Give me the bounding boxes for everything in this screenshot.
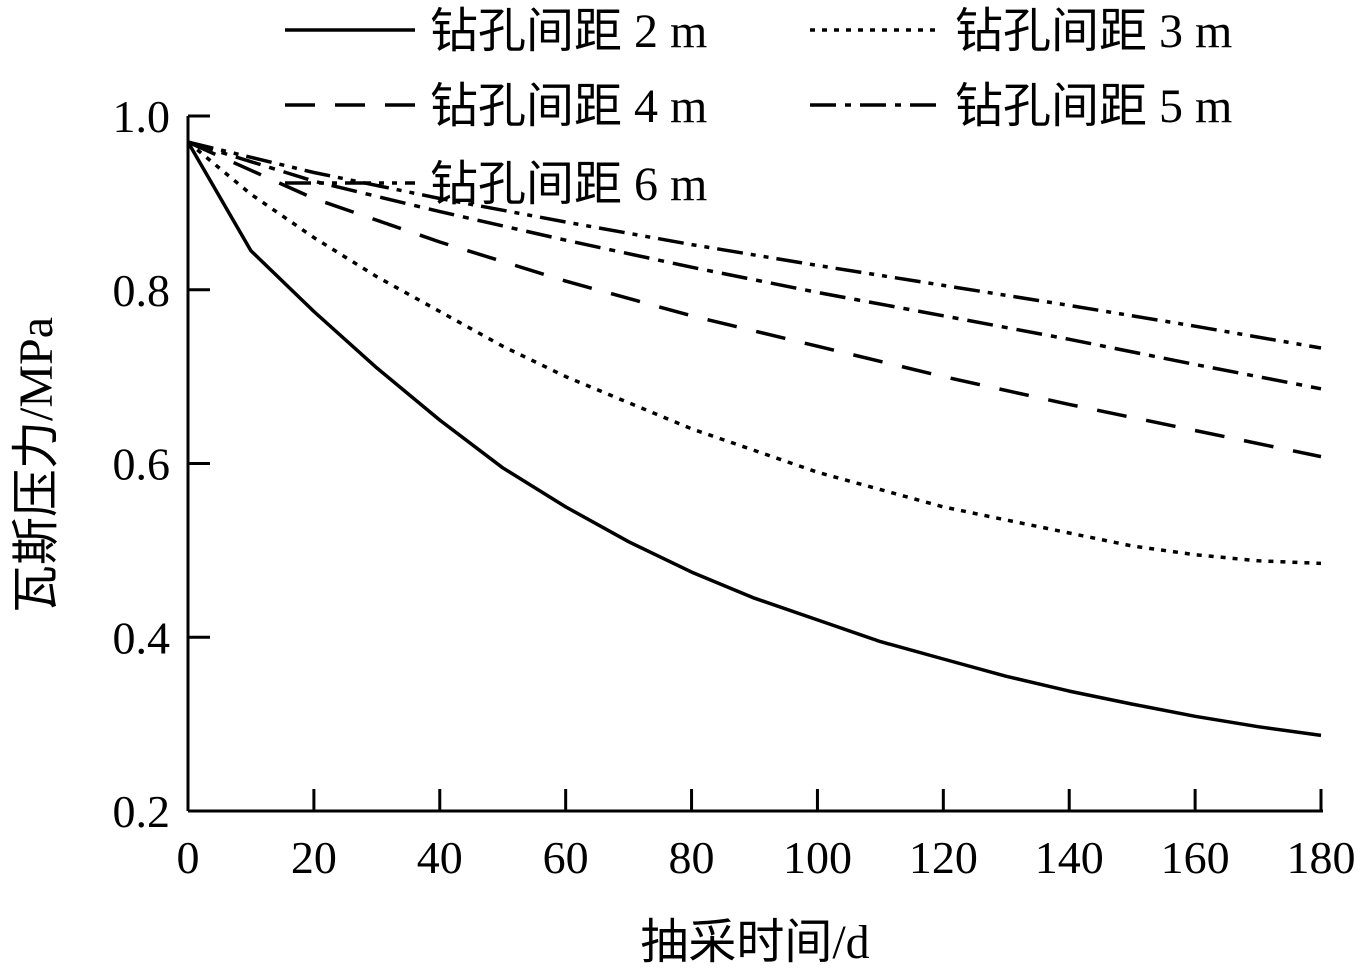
y-tick-label: 0.8 xyxy=(113,265,171,316)
y-tick-label: 1.0 xyxy=(113,91,171,142)
x-tick-label: 80 xyxy=(669,832,715,883)
series-line-1 xyxy=(186,141,1322,738)
plot-lines xyxy=(186,140,1322,738)
legend-label-2: 钻孔间距 3 m xyxy=(955,5,1232,58)
legend-label-3: 钻孔间距 4 m xyxy=(430,80,707,133)
y-ticks: 0.2 0.4 0.6 0.8 1.0 xyxy=(113,91,210,837)
y-tick-label: 0.4 xyxy=(113,612,171,663)
legend-label-5: 钻孔间距 6 m xyxy=(430,158,707,211)
x-tick-label: 120 xyxy=(909,832,978,883)
x-tick-label: 160 xyxy=(1161,832,1230,883)
x-tick-label: 0 xyxy=(177,832,200,883)
x-axis-title: 抽采时间/d xyxy=(640,916,869,969)
x-ticks: 0 20 40 60 80 100 120 140 160 180 xyxy=(177,789,1356,883)
y-tick-label: 0.6 xyxy=(113,439,171,490)
x-tick-label: 20 xyxy=(291,832,337,883)
x-tick-label: 60 xyxy=(543,832,589,883)
series-line-3 xyxy=(187,140,1322,459)
x-tick-label: 140 xyxy=(1035,832,1104,883)
y-tick-label: 0.2 xyxy=(113,786,171,837)
series-line-4 xyxy=(187,140,1322,391)
legend-label-1: 钻孔间距 2 m xyxy=(430,5,707,58)
series-line-2 xyxy=(186,140,1322,566)
x-tick-label: 40 xyxy=(417,832,463,883)
y-axis-title: 瓦斯压力/MPa xyxy=(10,317,63,613)
series-line-5 xyxy=(187,140,1322,350)
legend: 钻孔间距 2 m 钻孔间距 3 m 钻孔间距 4 m 钻孔间距 5 m 钻孔间距 6 m xyxy=(285,5,1232,211)
legend-label-4: 钻孔间距 5 m xyxy=(955,80,1232,133)
x-tick-label: 100 xyxy=(783,832,852,883)
x-tick-label: 180 xyxy=(1287,832,1356,883)
